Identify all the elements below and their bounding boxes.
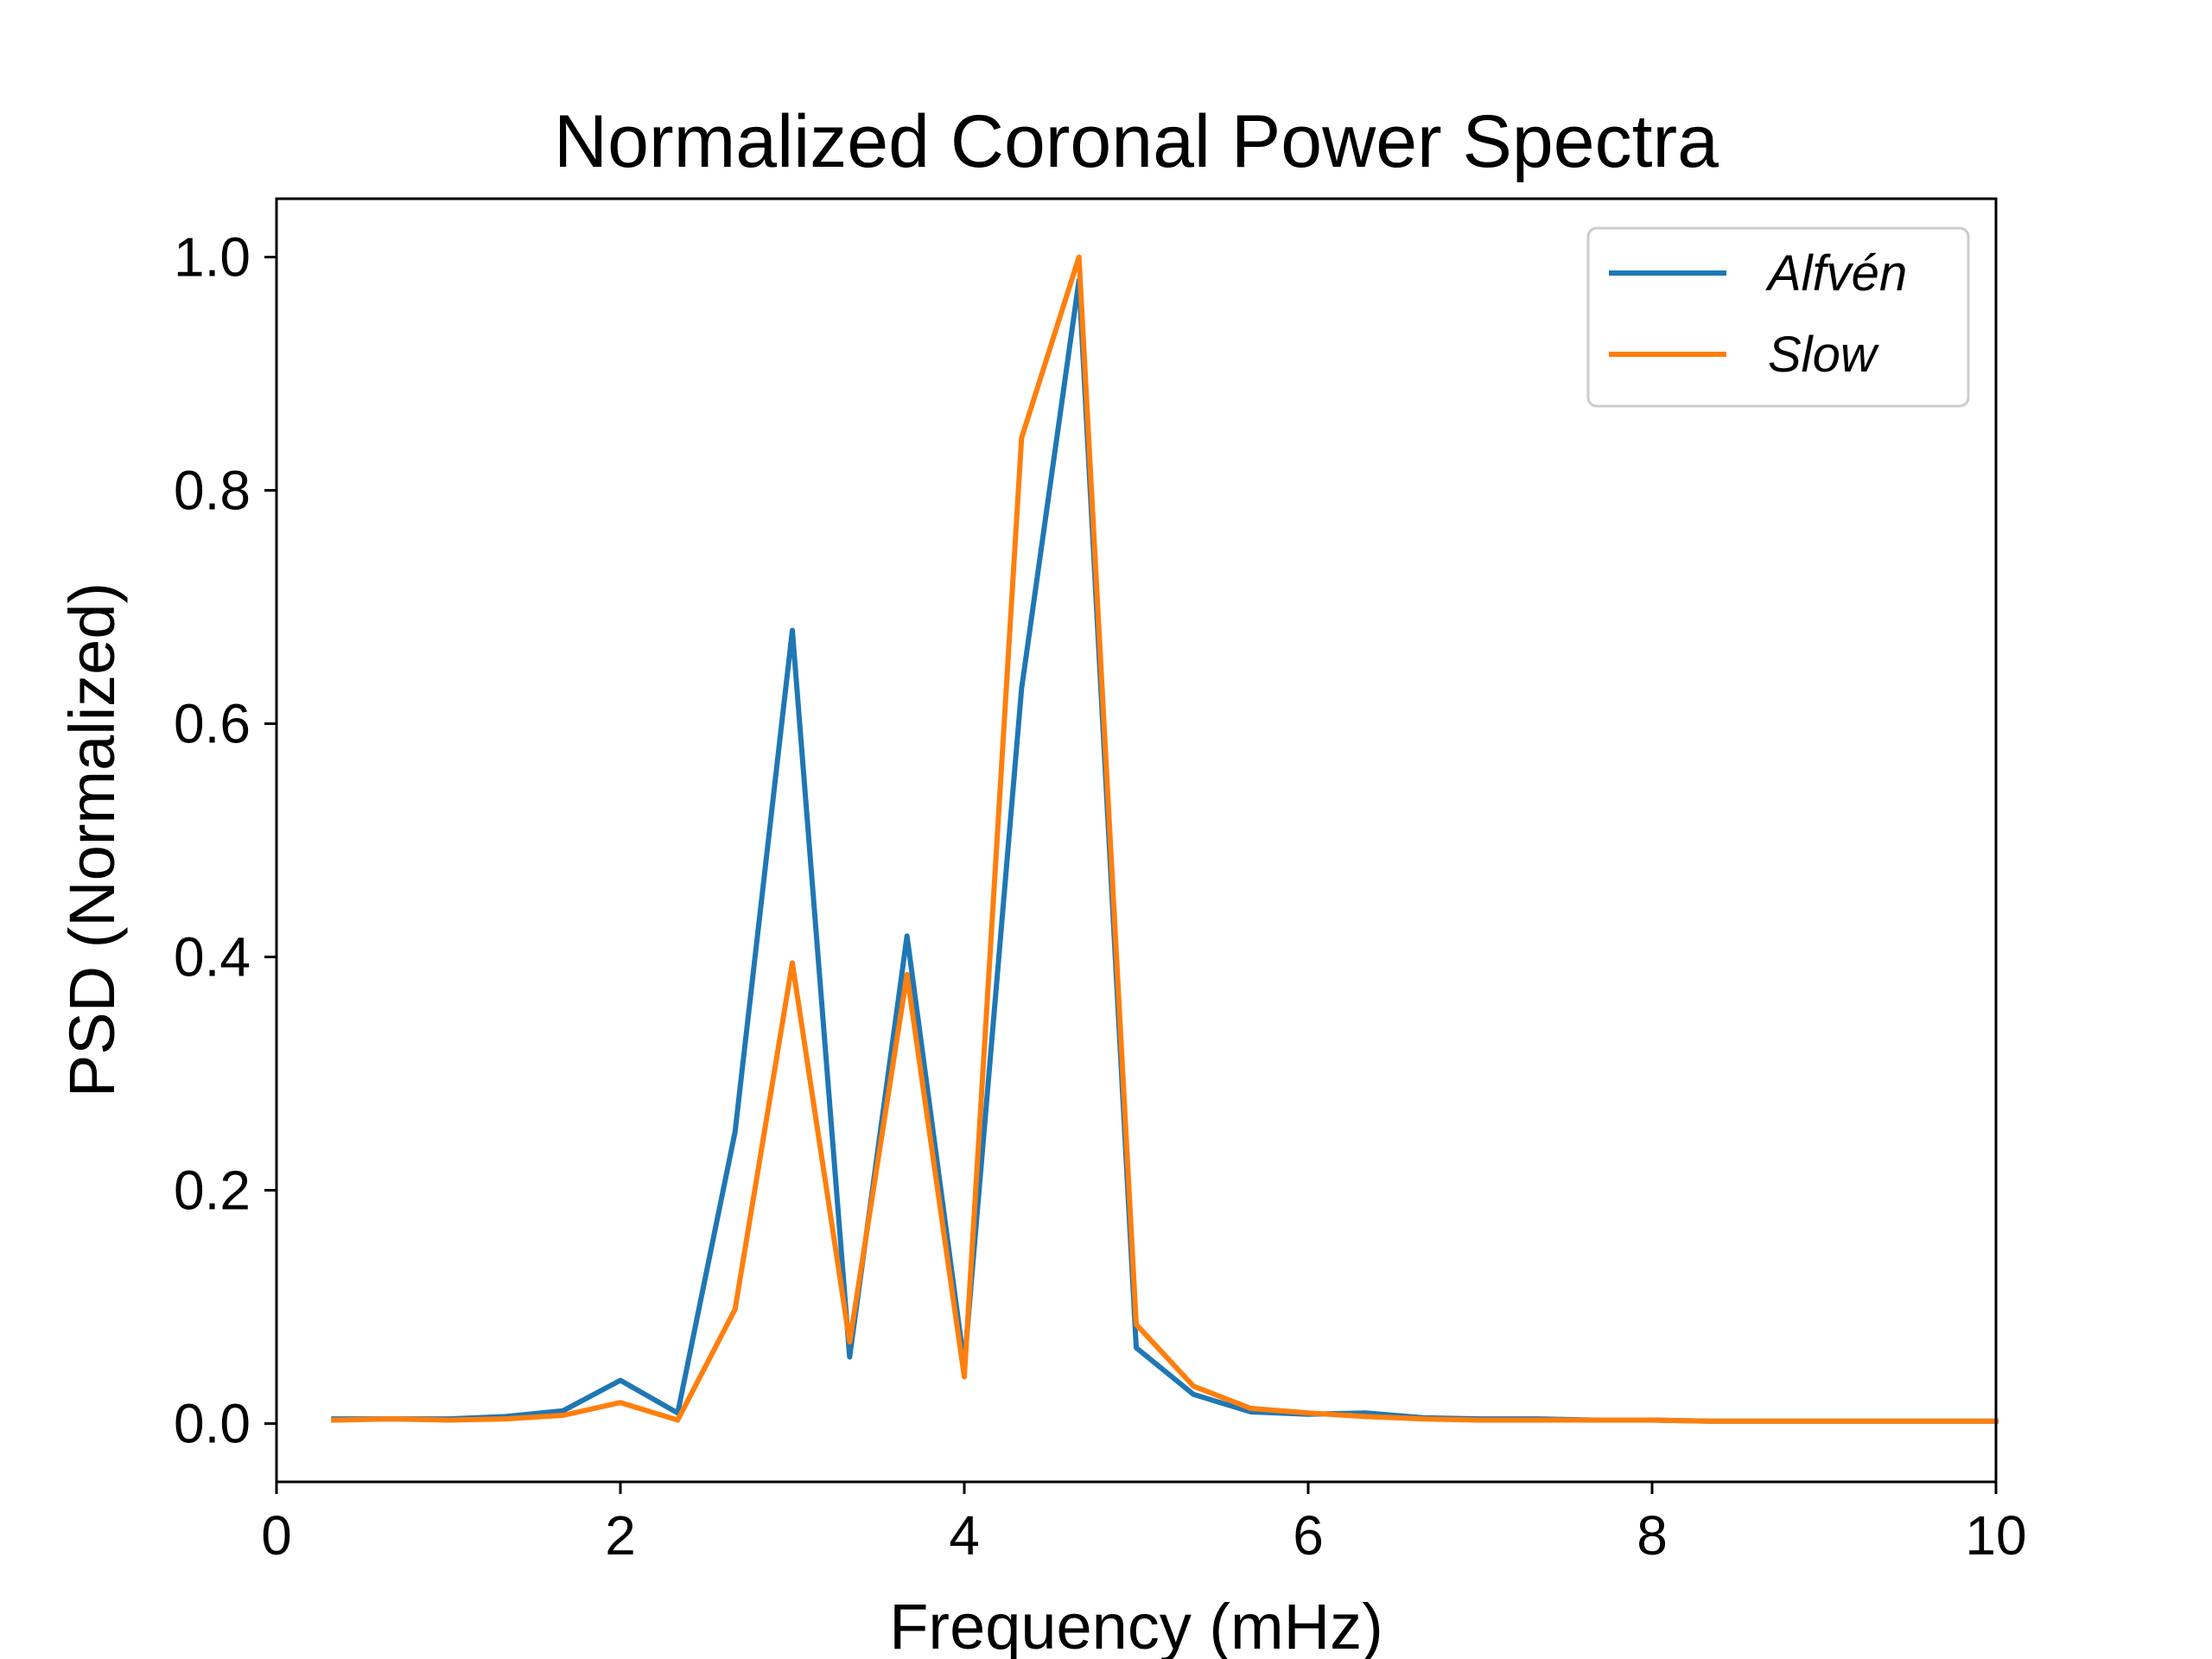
series-line-slow [331,254,1999,1424]
x-tick-label: 8 [1637,1504,1668,1567]
y-tick-label: 0.0 [174,1393,251,1455]
x-axis-ticks: 0 2 4 6 8 10 [261,1482,2027,1567]
y-tick-label: 1.0 [174,226,251,289]
plot-background [276,199,1996,1482]
legend-label: Alfvén [1765,245,1907,302]
x-tick-label: 2 [605,1504,636,1567]
x-tick-label: 0 [261,1504,292,1567]
y-axis-ticks: 0.0 0.2 0.4 0.6 0.8 1.0 [174,226,276,1455]
y-tick-label: 0.8 [174,460,251,522]
y-tick-label: 0.6 [174,693,251,755]
y-axis-label: PSD (Normalized) [56,582,128,1097]
legend: Alfvén Slow [1586,226,1970,408]
y-tick-label: 0.2 [174,1160,251,1222]
x-tick-label: 6 [1293,1504,1324,1567]
series-layer [331,254,1999,1424]
plot-frame [275,197,1998,1484]
y-tick-label: 0.4 [174,926,251,988]
legend-label: Slow [1768,327,1879,383]
plot-area [275,197,1999,1484]
x-axis-label: Frequency (mHz) [889,1591,1383,1659]
x-tick-label: 10 [1965,1504,2026,1567]
x-tick-label: 4 [949,1504,980,1567]
chart-title: Normalized Coronal Power Spectra [554,100,1719,183]
